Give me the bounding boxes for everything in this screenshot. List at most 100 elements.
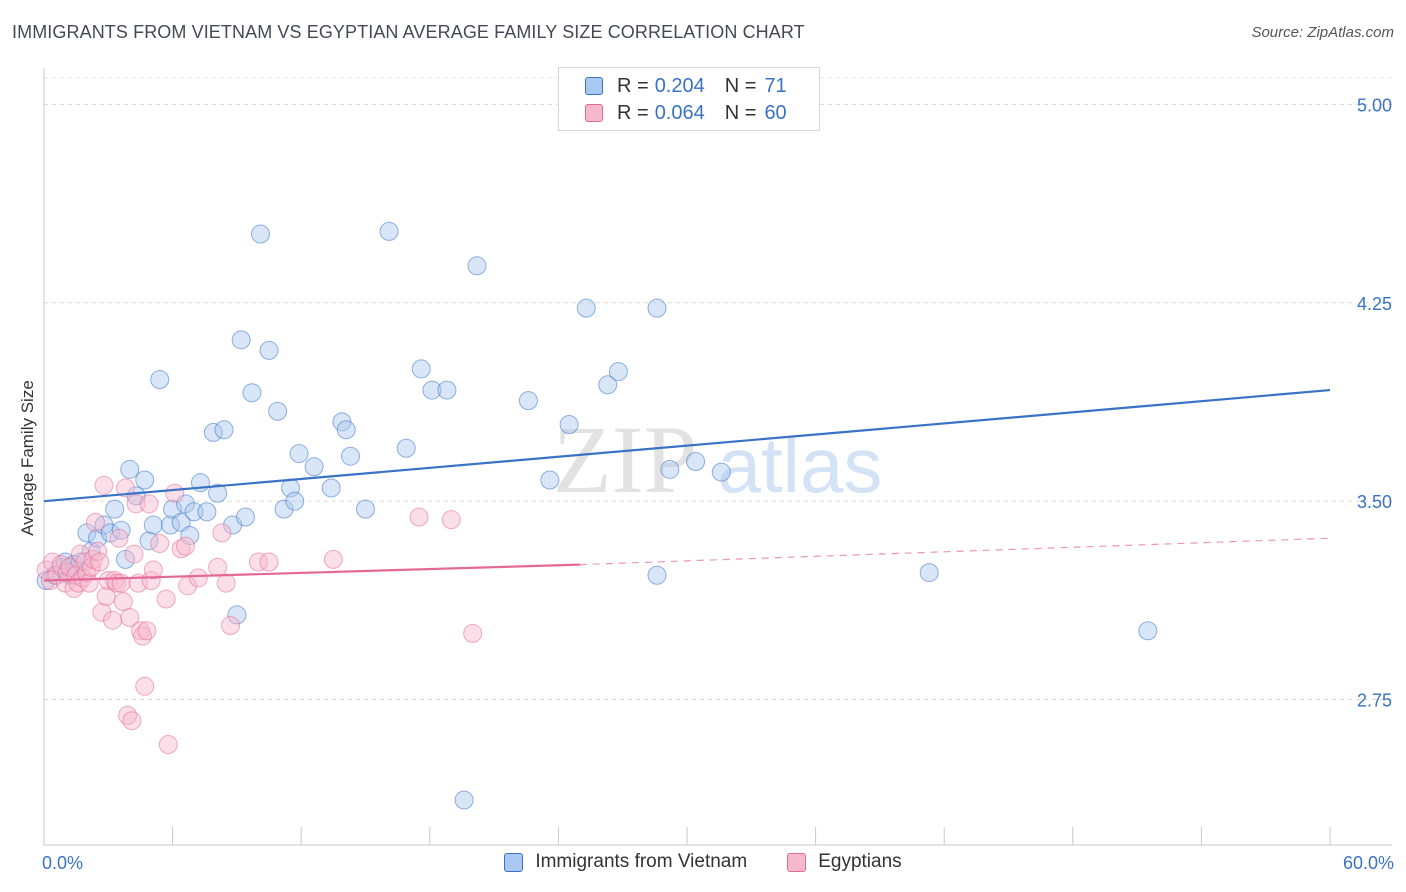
data-point	[598, 375, 618, 395]
y-tick-labels: 2.75 3.50 4.25 5.00	[1357, 95, 1392, 710]
data-point	[197, 502, 217, 522]
chart-title: IMMIGRANTS FROM VIETNAM VS EGYPTIAN AVER…	[12, 22, 805, 42]
data-point	[259, 552, 279, 572]
data-point	[242, 383, 262, 403]
legend-row-egyptians: R = 0.064 N = 60	[585, 100, 787, 126]
data-point	[686, 452, 706, 471]
data-point	[336, 420, 356, 440]
data-point	[379, 221, 399, 241]
legend-swatch-egyptians	[585, 104, 603, 122]
data-point	[124, 544, 144, 564]
watermark: ZIP atlas	[553, 406, 882, 513]
data-point	[227, 605, 247, 625]
legend-n-label: N =	[724, 101, 757, 124]
trend-line-egyptians	[43, 563, 580, 582]
data-point	[135, 676, 155, 696]
data-point	[105, 499, 125, 519]
data-point	[559, 414, 579, 434]
data-point	[576, 298, 596, 318]
y-axis-label: Average Family Size	[18, 380, 37, 536]
data-point	[212, 523, 232, 543]
legend-label-egyptians: Egyptians	[818, 851, 902, 872]
data-point	[647, 298, 667, 318]
data-point	[454, 790, 474, 810]
data-point	[340, 446, 360, 466]
data-point	[235, 507, 255, 527]
data-point	[139, 494, 159, 514]
series-egyptians-points	[36, 475, 483, 754]
data-point	[175, 536, 195, 556]
legend-r-label: R =	[617, 101, 649, 124]
legend-swatch-egyptians	[787, 852, 807, 872]
data-point	[120, 459, 140, 479]
data-point	[1138, 621, 1158, 641]
legend-r-label: R =	[617, 74, 649, 97]
data-point	[143, 560, 163, 580]
axes	[43, 68, 1392, 846]
data-point	[647, 565, 667, 585]
data-point	[156, 589, 176, 609]
watermark-atlas: atlas	[718, 421, 883, 509]
data-point	[158, 734, 178, 754]
data-point	[111, 520, 131, 540]
data-point	[437, 380, 457, 400]
data-point	[137, 621, 157, 641]
trend-line-egyptians-extension	[579, 537, 1331, 566]
data-point	[85, 512, 105, 532]
data-point	[188, 568, 208, 588]
legend-item-vietnam: Immigrants from Vietnam	[504, 851, 747, 873]
source-credit: Source: ZipAtlas.com	[1251, 24, 1394, 41]
y-tick-label: 2.75	[1357, 691, 1392, 711]
legend-r-value: 0.204	[654, 74, 705, 97]
data-point	[274, 499, 294, 519]
data-point	[356, 499, 375, 519]
data-point	[150, 370, 170, 390]
data-point	[285, 491, 305, 511]
data-point	[409, 507, 429, 527]
data-point	[165, 483, 185, 503]
data-point	[208, 557, 228, 577]
data-point	[113, 592, 133, 612]
trend-line-vietnam	[43, 388, 1331, 503]
legend-label-vietnam: Immigrants from Vietnam	[535, 851, 748, 872]
data-point	[79, 573, 99, 593]
data-point	[289, 444, 309, 464]
legend-r-value: 0.064	[654, 101, 705, 124]
data-point	[208, 483, 228, 503]
data-point	[250, 224, 270, 244]
trend-lines	[43, 388, 1331, 582]
data-point	[304, 457, 324, 477]
legend-n-label: N =	[724, 74, 757, 97]
data-point	[268, 401, 288, 421]
data-point	[90, 552, 110, 572]
y-tick-label: 5.00	[1357, 95, 1392, 115]
data-point	[711, 462, 731, 482]
data-point	[518, 391, 538, 411]
data-point	[441, 510, 461, 530]
data-point	[321, 478, 341, 498]
data-point	[143, 515, 163, 535]
correlation-legend: R = 0.204 N = 71 R = 0.064 N = 60	[558, 67, 820, 131]
legend-n-value: 60	[764, 101, 787, 124]
data-point	[115, 478, 135, 498]
data-point	[111, 573, 131, 593]
data-point	[463, 623, 483, 643]
series-legend: Immigrants from Vietnam Egyptians	[0, 851, 1406, 873]
data-point	[259, 340, 279, 360]
data-point	[163, 499, 183, 519]
data-point	[248, 552, 268, 572]
data-point	[411, 359, 431, 379]
y-tick-label: 4.25	[1357, 294, 1392, 314]
data-point	[608, 362, 628, 382]
data-point	[216, 573, 236, 593]
data-point	[122, 711, 142, 731]
y-tick-label: 3.50	[1357, 492, 1392, 512]
data-point	[103, 610, 123, 630]
data-point	[120, 608, 140, 628]
legend-row-vietnam: R = 0.204 N = 71	[585, 73, 787, 99]
data-point	[150, 533, 170, 553]
data-point	[180, 526, 200, 546]
data-point	[231, 330, 251, 350]
legend-swatch-vietnam	[585, 77, 603, 95]
